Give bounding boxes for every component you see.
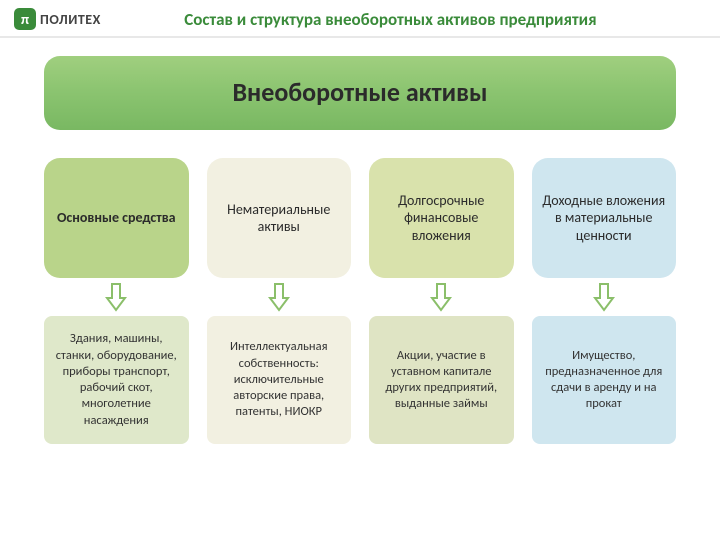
logo-mark-icon: π	[14, 8, 36, 30]
description-box: Акции, участие в уставном капитале други…	[369, 316, 514, 444]
column-longterm-investments: Долгосрочные финансовые вложения Акции, …	[369, 158, 514, 444]
columns: Основные средства Здания, машины, станки…	[44, 158, 676, 444]
content: Внеоборотные активы Основные средства Зд…	[0, 38, 720, 454]
column-fixed-assets: Основные средства Здания, машины, станки…	[44, 158, 189, 444]
category-box: Основные средства	[44, 158, 189, 278]
column-intangible: Нематериальные активы Интеллектуальная с…	[207, 158, 352, 444]
category-box: Долгосрочные финансовые вложения	[369, 158, 514, 278]
column-income-investments: Доходные вложения в материальные ценност…	[532, 158, 677, 444]
logo-text: ПОЛИТЕХ	[40, 11, 101, 28]
main-header: Внеоборотные активы	[44, 56, 676, 130]
arrow-down-icon	[268, 278, 290, 316]
description-box: Здания, машины, станки, оборудование, пр…	[44, 316, 189, 444]
logo: π ПОЛИТЕХ	[14, 8, 101, 30]
category-box: Нематериальные активы	[207, 158, 352, 278]
arrow-down-icon	[430, 278, 452, 316]
description-box: Имущество, предназначенное для сдачи в а…	[532, 316, 677, 444]
arrow-down-icon	[105, 278, 127, 316]
slide-title: Состав и структура внеоборотных активов …	[101, 9, 700, 30]
description-box: Интеллектуальная собственность: исключит…	[207, 316, 352, 444]
category-box: Доходные вложения в материальные ценност…	[532, 158, 677, 278]
arrow-down-icon	[593, 278, 615, 316]
top-bar: π ПОЛИТЕХ Состав и структура внеоборотны…	[0, 0, 720, 38]
